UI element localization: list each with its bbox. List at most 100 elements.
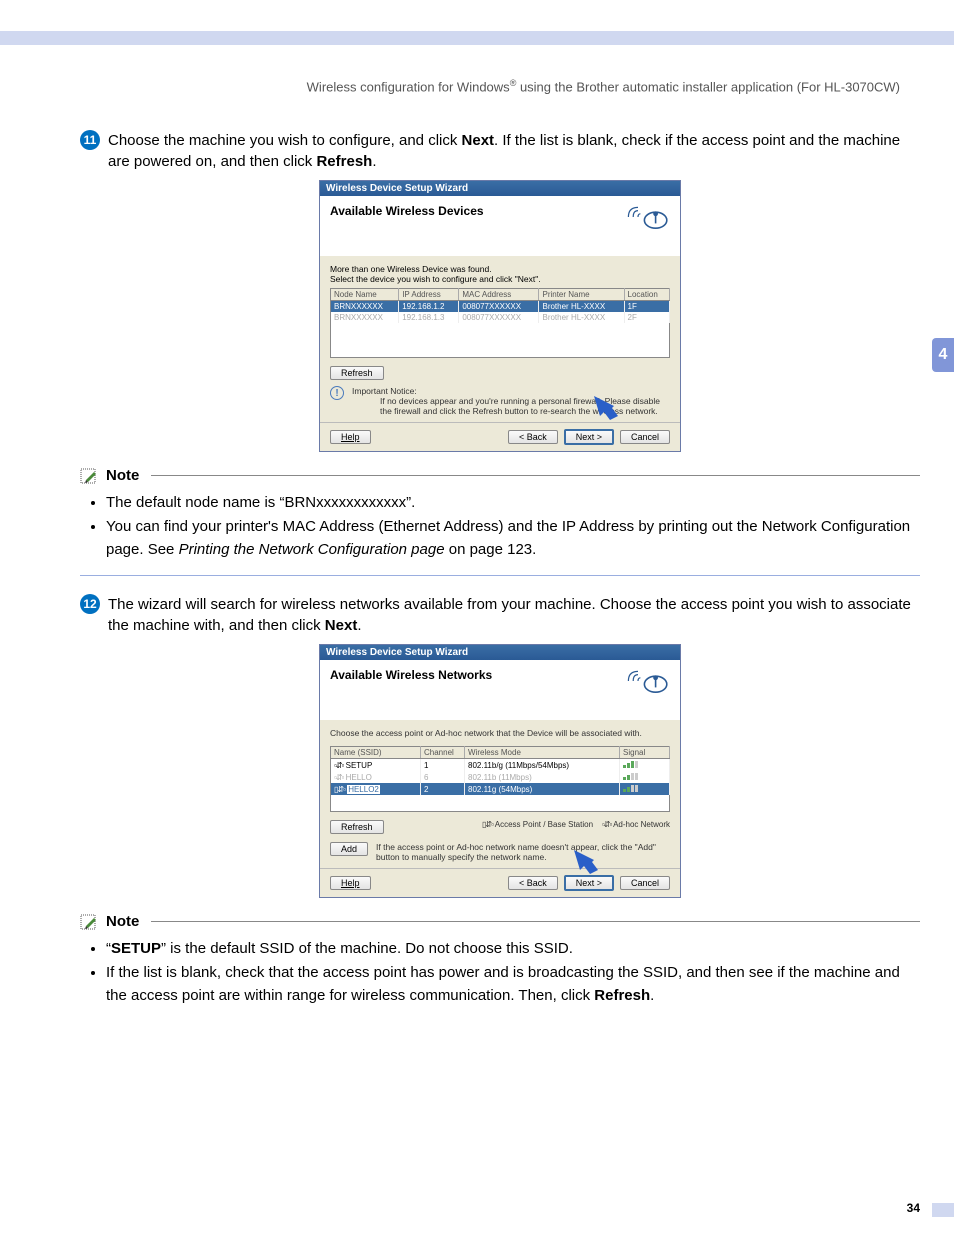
note-label: Note xyxy=(106,467,139,484)
wizard-button-row: Help < Back Next > Cancel xyxy=(320,422,680,451)
note-line xyxy=(151,475,920,476)
ap-icon: ▯⇵▫ xyxy=(334,785,345,794)
t: Next xyxy=(462,132,495,149)
blue-arrow-icon xyxy=(568,846,604,876)
note-line xyxy=(151,921,920,922)
back-button[interactable]: < Back xyxy=(508,430,558,444)
adhoc-icon: ▫⇵▫ xyxy=(602,820,611,829)
t: Printing the Network Configuration page xyxy=(179,541,445,558)
main-content: 11 Choose the machine you wish to config… xyxy=(80,130,920,1021)
wizard-header: Available Wireless Devices xyxy=(320,196,680,256)
note-block-2: Note “SETUP” is the default SSID of the … xyxy=(80,912,920,1008)
td: 192.168.1.3 xyxy=(399,312,459,323)
table-row[interactable]: BRNXXXXXX 192.168.1.3 008077XXXXXX Broth… xyxy=(331,312,670,323)
td: 802.11g (54Mbps) xyxy=(465,783,620,795)
th: Printer Name xyxy=(539,289,624,301)
td: BRNXXXXXX xyxy=(331,312,399,323)
th: Signal xyxy=(620,747,670,759)
td xyxy=(620,771,670,783)
back-button[interactable]: < Back xyxy=(508,876,558,890)
table-row[interactable]: ▯⇵▫ HELLO2 2 802.11g (54Mbps) xyxy=(331,783,670,795)
refresh-row: Refresh xyxy=(330,366,670,380)
intro-a: More than one Wireless Device was found. xyxy=(330,264,670,274)
cancel-button[interactable]: Cancel xyxy=(620,876,670,890)
td: ▫⇵▫ HELLO xyxy=(331,771,421,783)
refresh-button[interactable]: Refresh xyxy=(330,366,384,380)
th: Location xyxy=(624,289,669,301)
t: Next xyxy=(325,617,358,634)
td: ▫⇵▫ SETUP xyxy=(331,759,421,772)
t: Choose the machine you wish to configure… xyxy=(108,132,462,149)
t: If the list is blank, check that the acc… xyxy=(106,964,900,1004)
td: 6 xyxy=(421,771,465,783)
wizard-inner: More than one Wireless Device was found.… xyxy=(320,256,680,422)
t: Refresh xyxy=(316,153,372,170)
section-divider xyxy=(80,575,920,576)
intro: Choose the access point or Ad-hoc networ… xyxy=(330,728,670,738)
wizard-header: Available Wireless Networks xyxy=(320,660,680,720)
refresh-row: Refresh ▯⇵▫ Access Point / Base Station … xyxy=(330,820,670,834)
next-button[interactable]: Next > xyxy=(564,875,614,891)
next-button[interactable]: Next > xyxy=(564,429,614,445)
alert-icon: ! xyxy=(330,386,344,400)
td: 192.168.1.2 xyxy=(399,301,459,313)
t: Help xyxy=(341,878,360,888)
td xyxy=(620,759,670,772)
list-item: The default node name is “BRNxxxxxxxxxxx… xyxy=(106,492,920,515)
t: HELLO2 xyxy=(347,785,380,794)
table-header-row: Name (SSID) Channel Wireless Mode Signal xyxy=(331,747,670,759)
step-11: 11 Choose the machine you wish to config… xyxy=(80,130,920,172)
step-12-text: The wizard will search for wireless netw… xyxy=(108,594,920,636)
td: 2 xyxy=(421,783,465,795)
header-left: Wireless configuration for Windows xyxy=(307,79,510,94)
note-list: The default node name is “BRNxxxxxxxxxxx… xyxy=(106,492,920,562)
refresh-button[interactable]: Refresh xyxy=(330,820,384,834)
networks-table[interactable]: Name (SSID) Channel Wireless Mode Signal… xyxy=(330,746,670,812)
spacer-row xyxy=(331,323,670,357)
legend: ▯⇵▫ Access Point / Base Station ▫⇵▫ Ad-h… xyxy=(392,820,670,829)
table-row[interactable]: ▫⇵▫ HELLO 6 802.11b (11Mbps) xyxy=(331,771,670,783)
signal-icon xyxy=(623,772,638,780)
step-12: 12 The wizard will search for wireless n… xyxy=(80,594,920,636)
t: SETUP xyxy=(111,940,161,957)
t: Help xyxy=(341,432,360,442)
help-button[interactable]: Help xyxy=(330,876,371,890)
list-item: You can find your printer's MAC Address … xyxy=(106,516,920,561)
t: The wizard will search for wireless netw… xyxy=(108,596,911,634)
running-header: Wireless configuration for Windows® usin… xyxy=(80,78,920,94)
chapter-tab: 4 xyxy=(932,338,954,372)
td xyxy=(620,783,670,795)
wizard-heading: Available Wireless Networks xyxy=(330,668,670,682)
wizard-titlebar: Wireless Device Setup Wizard xyxy=(320,181,680,196)
table-row[interactable]: BRNXXXXXX 192.168.1.2 008077XXXXXX Broth… xyxy=(331,301,670,313)
top-bar xyxy=(0,31,954,45)
table-row[interactable]: ▫⇵▫ SETUP 1 802.11b/g (11Mbps/54Mbps) xyxy=(331,759,670,772)
adhoc-icon: ▫⇵▫ xyxy=(334,761,343,770)
t: Access Point / Base Station xyxy=(495,820,593,829)
td: 2F xyxy=(624,312,669,323)
t: HELLO xyxy=(346,773,372,782)
list-item: “SETUP” is the default SSID of the machi… xyxy=(106,938,920,961)
pencil-icon xyxy=(80,912,100,932)
blue-arrow-icon xyxy=(588,392,624,422)
th: Channel xyxy=(421,747,465,759)
cancel-button[interactable]: Cancel xyxy=(620,430,670,444)
td: BRNXXXXXX xyxy=(331,301,399,313)
help-button[interactable]: Help xyxy=(330,430,371,444)
t: Refresh xyxy=(594,987,650,1004)
t: on page 123. xyxy=(445,541,537,558)
td: 008077XXXXXX xyxy=(459,301,539,313)
devices-table[interactable]: Node Name IP Address MAC Address Printer… xyxy=(330,288,670,358)
wireless-icon xyxy=(622,202,670,232)
td: Brother HL-XXXX xyxy=(539,312,624,323)
add-row: Add If the access point or Ad-hoc networ… xyxy=(330,842,670,862)
add-button[interactable]: Add xyxy=(330,842,368,856)
wizard-devices: Wireless Device Setup Wizard Available W… xyxy=(319,180,681,452)
add-help: If the access point or Ad-hoc network na… xyxy=(376,842,670,862)
td: 1F xyxy=(624,301,669,313)
note-block-1: Note The default node name is “BRNxxxxxx… xyxy=(80,466,920,562)
th: Wireless Mode xyxy=(465,747,620,759)
td: 1 xyxy=(421,759,465,772)
header-right: using the Brother automatic installer ap… xyxy=(516,79,900,94)
wizard-button-row: Help < Back Next > Cancel xyxy=(320,868,680,897)
